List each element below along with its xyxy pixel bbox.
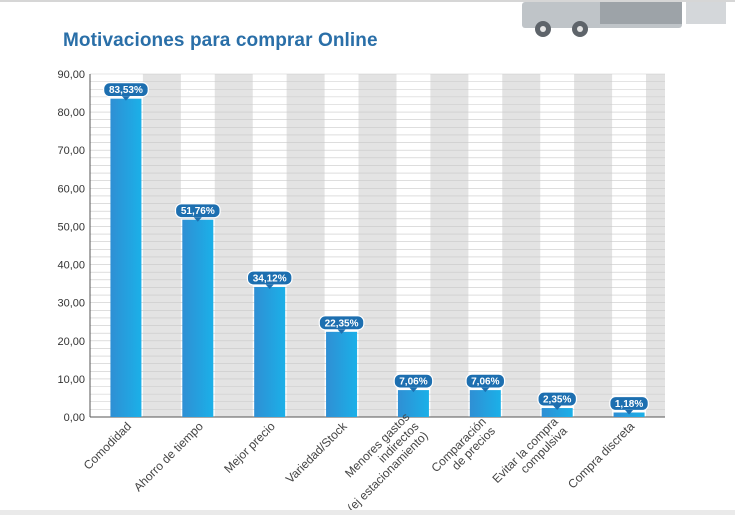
data-label: 83,53%	[109, 85, 143, 96]
bar	[397, 390, 429, 417]
x-category-line: Mejor precio	[221, 419, 278, 476]
y-tick-label: 20,00	[57, 336, 85, 348]
data-label-pointer	[337, 329, 346, 334]
data-label: 7,06%	[399, 377, 427, 388]
bar	[613, 412, 645, 417]
data-label: 1,18%	[615, 399, 643, 410]
data-label: 34,12%	[253, 273, 287, 284]
y-tick-label: 80,00	[57, 107, 85, 119]
data-label: 7,06%	[471, 377, 499, 388]
x-category-label: Mejor precio	[221, 419, 278, 476]
background-band	[430, 74, 469, 417]
y-tick-label: 90,00	[57, 69, 85, 81]
x-category-label: Ahorro de tiempo	[131, 419, 206, 494]
bar	[254, 286, 286, 417]
data-label: 22,35%	[325, 318, 359, 329]
data-label-pointer	[121, 96, 130, 101]
top-rule	[0, 0, 735, 2]
x-category-label: Evitar la compracompulsiva	[490, 414, 571, 495]
data-label-pointer	[553, 405, 562, 411]
x-category-line: Variedad/Stock	[283, 419, 351, 487]
data-label: 2,35%	[543, 395, 571, 406]
y-tick-label: 40,00	[57, 260, 85, 272]
bottom-rule	[0, 510, 735, 515]
background-band	[286, 74, 325, 417]
y-tick-label: 50,00	[57, 221, 85, 233]
background-band	[502, 74, 541, 417]
data-label-pointer	[409, 387, 418, 393]
x-category-label: Variedad/Stock	[283, 419, 351, 487]
y-tick-label: 70,00	[57, 145, 85, 157]
x-category-line: Comodidad	[81, 419, 134, 472]
background-band	[214, 74, 253, 417]
data-label: 51,76%	[181, 206, 215, 217]
data-label-pointer	[481, 387, 490, 393]
truck-icon	[522, 2, 726, 37]
data-label-pointer	[193, 217, 202, 222]
x-category-label: Comparaciónde precios	[428, 415, 498, 485]
x-category-line: Compra discreta	[565, 419, 637, 491]
bar	[469, 390, 501, 417]
x-category-line: Ahorro de tiempo	[131, 419, 206, 494]
x-category-label: Compra discreta	[565, 419, 637, 491]
data-label-pointer	[625, 410, 634, 415]
background-band	[646, 74, 665, 417]
bar	[110, 98, 142, 417]
bar	[326, 331, 358, 417]
y-tick-label: 60,00	[57, 183, 85, 195]
background-band	[574, 74, 613, 417]
bar	[541, 408, 573, 417]
background-band	[142, 74, 181, 417]
data-label-pointer	[265, 284, 274, 289]
y-tick-label: 0,00	[64, 412, 85, 424]
chart-title: Motivaciones para comprar Online	[63, 30, 378, 51]
y-tick-label: 10,00	[57, 374, 85, 386]
x-category-label: Comodidad	[81, 419, 134, 472]
y-tick-label: 30,00	[57, 298, 85, 310]
bar	[182, 219, 214, 417]
background-band	[358, 74, 397, 417]
